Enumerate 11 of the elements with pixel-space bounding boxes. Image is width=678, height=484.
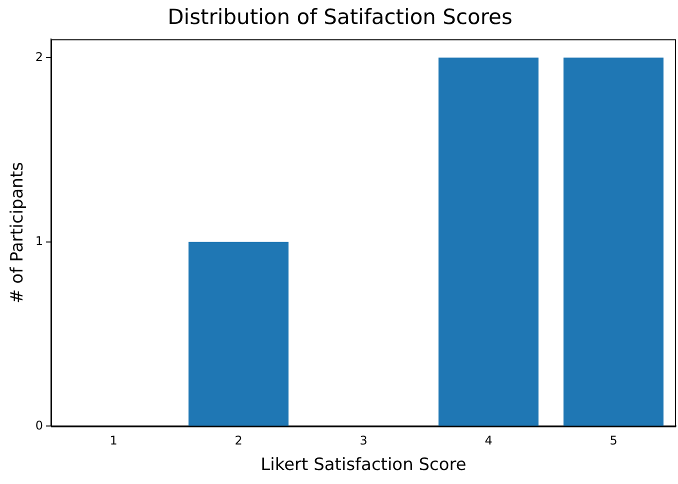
x-tick-label: 3 [360,434,368,448]
x-tick-label: 2 [234,434,242,448]
x-tick-label: 5 [610,434,618,448]
y-tick-label: 0 [35,418,44,432]
y-axis-title: # of Participants [8,162,28,304]
y-tick-label: 1 [35,234,44,248]
x-tick-label: 1 [110,434,118,448]
y-tick-label: 2 [35,50,44,64]
x-axis-title: Likert Satisfaction Score [260,455,466,476]
x-tick-label: 4 [484,434,492,448]
chart-title: Distribution of Satifaction Scores [168,5,512,30]
